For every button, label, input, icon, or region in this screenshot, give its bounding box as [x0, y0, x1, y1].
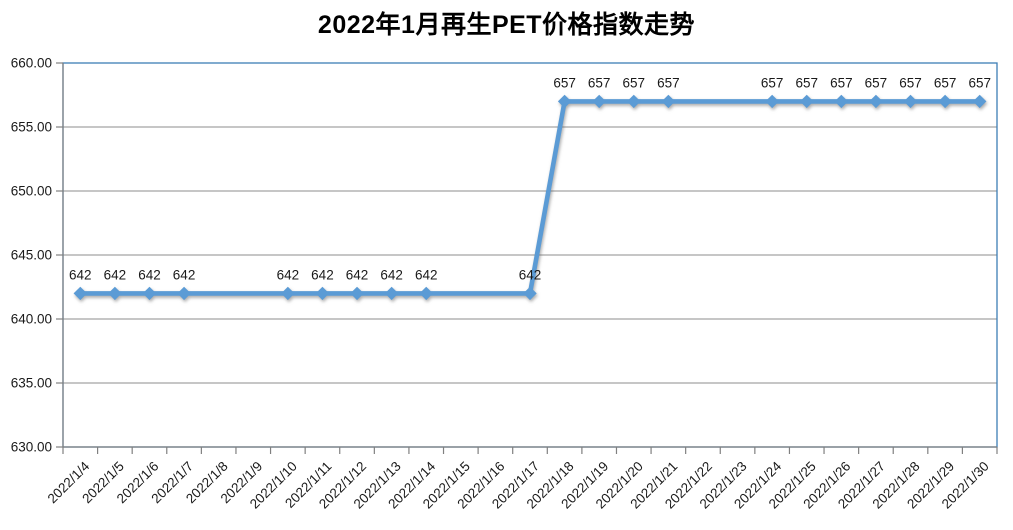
data-point-marker[interactable] [419, 286, 433, 301]
data-point-marker[interactable] [765, 94, 779, 109]
y-tick-label: 630.00 [11, 440, 52, 455]
data-point-marker[interactable] [627, 94, 641, 109]
data-point-marker[interactable] [973, 94, 987, 109]
data-labels: 642 642 642 642 642 642 642 642 642 642 657 657 657 6… [69, 75, 991, 282]
data-point-marker[interactable] [800, 94, 814, 109]
data-label: 657 [553, 75, 576, 90]
data-point-marker[interactable] [592, 94, 606, 109]
data-label: 657 [899, 75, 922, 90]
data-point-marker[interactable] [108, 286, 122, 301]
data-label: 642 [311, 267, 334, 282]
data-label: 642 [138, 267, 161, 282]
data-label: 642 [380, 267, 403, 282]
x-axis-labels: 2022/1/42022/1/52022/1/62022/1/72022/1/8… [45, 458, 992, 511]
data-label: 642 [173, 267, 196, 282]
y-tick-label: 650.00 [11, 184, 52, 199]
data-label: 657 [588, 75, 611, 90]
y-tick-label: 645.00 [11, 248, 52, 263]
data-label: 657 [865, 75, 888, 90]
data-point-marker[interactable] [142, 286, 157, 301]
y-tick-label: 660.00 [11, 56, 52, 71]
data-label: 642 [69, 267, 92, 282]
data-point-marker[interactable] [557, 94, 572, 109]
data-label: 657 [795, 75, 818, 90]
data-label: 642 [104, 267, 127, 282]
data-point-marker[interactable] [384, 286, 399, 301]
y-axis-labels: 660.00 655.00 650.00 645.00 640.00 635.00 630.… [11, 56, 63, 455]
data-label: 642 [346, 267, 369, 282]
y-tick-label: 640.00 [11, 312, 52, 327]
data-label: 642 [519, 267, 542, 282]
gridlines [63, 126, 997, 384]
data-point-marker[interactable] [177, 286, 191, 301]
data-label: 657 [761, 75, 784, 90]
data-point-marker[interactable] [315, 286, 330, 301]
data-point-marker[interactable] [903, 94, 918, 109]
y-tick-label: 635.00 [11, 376, 52, 391]
data-label: 657 [968, 75, 991, 90]
data-point-marker[interactable] [661, 94, 676, 109]
data-label: 657 [657, 75, 680, 90]
data-label: 657 [830, 75, 853, 90]
data-point-marker[interactable] [869, 94, 883, 109]
data-point-marker[interactable] [523, 286, 537, 301]
data-label: 642 [277, 267, 300, 282]
data-label: 657 [623, 75, 646, 90]
data-label: 642 [415, 267, 438, 282]
y-tick-label: 655.00 [11, 120, 52, 135]
x-axis-ticks [62, 447, 998, 454]
data-point-marker[interactable] [281, 286, 295, 301]
chart-title: 2022年1月再生PET价格指数走势 [317, 11, 696, 39]
data-point-marker[interactable] [350, 286, 364, 301]
data-point-marker[interactable] [938, 94, 952, 109]
data-point-marker[interactable] [73, 286, 87, 301]
data-label: 657 [934, 75, 957, 90]
price-index-series [73, 94, 987, 301]
series-line [77, 99, 983, 296]
data-point-marker[interactable] [834, 94, 849, 109]
